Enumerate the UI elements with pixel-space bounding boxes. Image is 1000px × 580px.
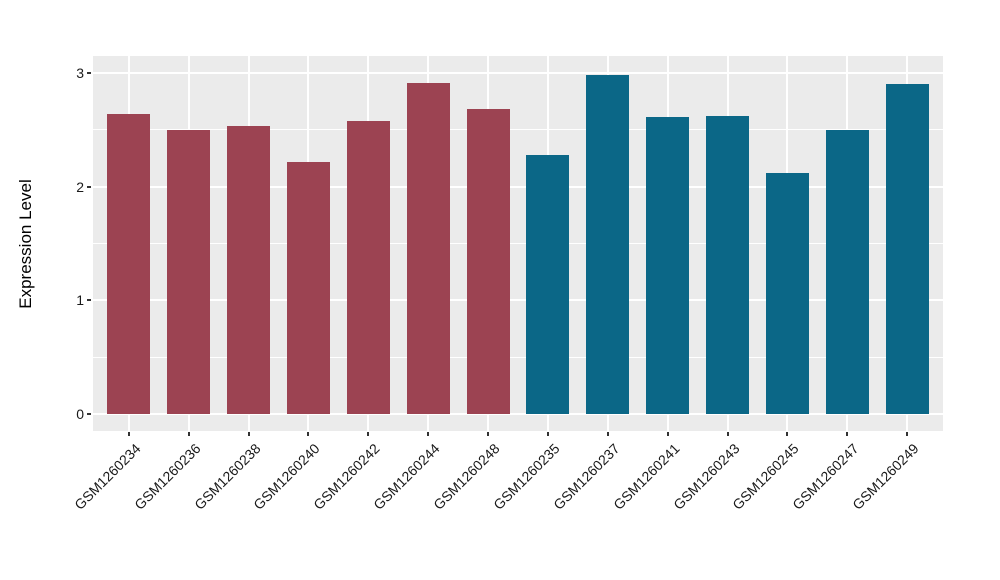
- bar-GSM1260248: [466, 109, 510, 414]
- bar-GSM1260244: [406, 83, 450, 414]
- x-tick-label-GSM1260234: GSM1260234: [71, 440, 144, 513]
- x-tick-label-GSM1260248: GSM1260248: [430, 440, 503, 513]
- x-tick-mark-GSM1260245: [786, 432, 789, 436]
- x-tick-mark-GSM1260242: [367, 432, 370, 436]
- x-tick-label-GSM1260236: GSM1260236: [130, 440, 204, 513]
- gridline-minor-y-1.5: [93, 243, 943, 244]
- bar-GSM1260241: [646, 117, 690, 414]
- x-tick-mark-GSM1260236: [187, 432, 190, 436]
- y-tick-mark-2: [87, 185, 91, 188]
- x-tick-label-GSM1260243: GSM1260243: [669, 440, 743, 513]
- bar-GSM1260249: [885, 84, 929, 414]
- x-tick-label-GSM1260245: GSM1260245: [729, 440, 802, 513]
- y-tick-mark-1: [87, 299, 91, 302]
- x-tick-mark-GSM1260238: [247, 432, 250, 436]
- x-tick-label-GSM1260247: GSM1260247: [789, 440, 862, 513]
- bar-GSM1260234: [107, 113, 151, 414]
- bar-GSM1260242: [346, 120, 390, 414]
- bar-GSM1260238: [227, 126, 271, 414]
- x-tick-label-GSM1260235: GSM1260235: [490, 440, 563, 513]
- bar-GSM1260243: [705, 116, 750, 414]
- x-tick-label-GSM1260242: GSM1260242: [310, 440, 383, 513]
- x-tick-mark-GSM1260240: [307, 432, 310, 436]
- x-tick-mark-GSM1260248: [487, 432, 490, 436]
- bar-GSM1260247: [825, 129, 869, 414]
- x-tick-mark-GSM1260234: [127, 432, 130, 436]
- x-tick-mark-GSM1260244: [427, 432, 430, 436]
- x-tick-mark-GSM1260241: [666, 432, 669, 436]
- x-tick-label-GSM1260244: GSM1260244: [370, 440, 443, 513]
- gridline-minor-y-2.5: [93, 129, 943, 131]
- y-tick-mark-3: [87, 72, 91, 75]
- y-tick-label-0: 0: [76, 405, 84, 422]
- bar-GSM1260245: [765, 173, 809, 414]
- x-tick-label-GSM1260238: GSM1260238: [190, 440, 264, 513]
- x-tick-label-GSM1260237: GSM1260237: [549, 440, 623, 513]
- x-tick-mark-GSM1260247: [846, 432, 849, 436]
- y-tick-label-2: 2: [76, 178, 84, 195]
- x-tick-mark-GSM1260249: [906, 432, 909, 436]
- y-tick-label-3: 3: [76, 65, 84, 82]
- plot-panel: [93, 56, 943, 431]
- y-tick-label-1: 1: [76, 292, 84, 309]
- x-tick-mark-GSM1260237: [606, 432, 609, 436]
- bar-GSM1260236: [167, 129, 211, 414]
- gridline-major-y-2: [93, 185, 943, 188]
- x-tick-label-GSM1260240: GSM1260240: [250, 440, 324, 513]
- x-tick-label-GSM1260241: GSM1260241: [609, 440, 683, 513]
- bar-GSM1260235: [526, 154, 570, 414]
- y-tick-mark-0: [87, 412, 91, 415]
- gridline-major-y-1: [93, 299, 943, 302]
- y-axis-title: Expression Level: [16, 179, 35, 309]
- x-tick-mark-GSM1260235: [546, 432, 549, 436]
- bar-GSM1260240: [286, 161, 331, 414]
- gridline-major-y-3: [93, 72, 943, 75]
- gridline-minor-y-0.5: [93, 356, 943, 358]
- x-tick-label-GSM1260249: GSM1260249: [849, 440, 922, 513]
- x-tick-mark-GSM1260243: [726, 432, 729, 436]
- gridline-major-y-0: [93, 412, 943, 415]
- bar-GSM1260237: [586, 75, 630, 414]
